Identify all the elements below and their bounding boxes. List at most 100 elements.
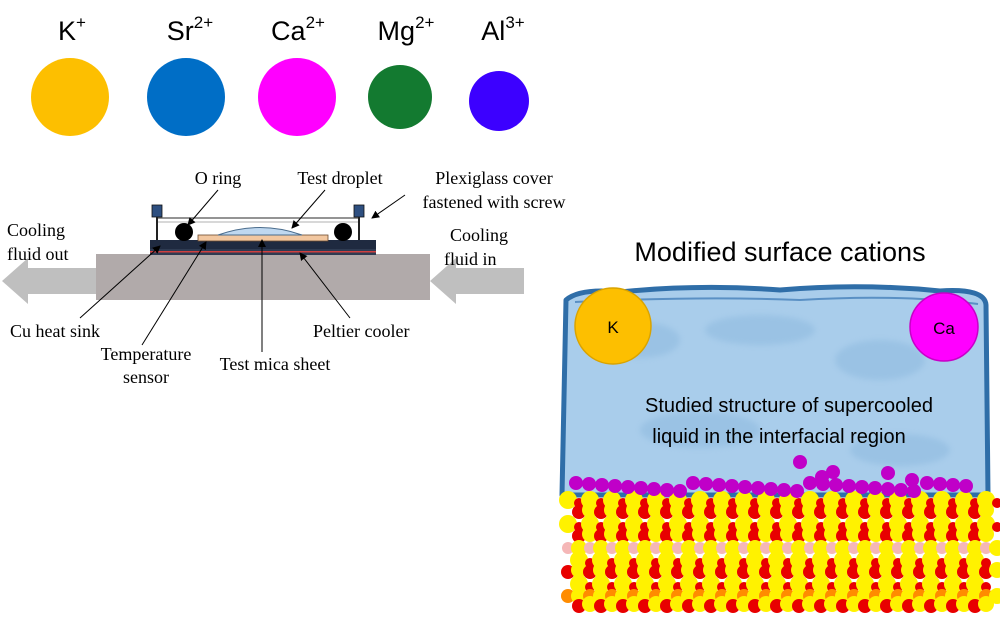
cooling-block [96,254,430,300]
lattice-atom-si [802,526,818,542]
surface-ion [712,478,726,492]
surface-ion [764,482,778,496]
svg-text:Ca2+: Ca2+ [271,13,325,46]
lattice-atom-si [582,526,598,542]
lattice-atom-h [870,542,882,554]
o-ring-right [334,223,352,241]
surface-ion [881,466,895,480]
label-test-mica: Test mica sheet [220,354,331,374]
lattice-atom-si [703,562,719,578]
surface-ion [738,480,752,494]
lattice-atom-si [559,515,577,533]
lattice-atom-si [692,596,708,612]
lattice-atom-si [890,596,906,612]
lattice-atom-si [978,502,994,518]
lattice-atom-si [934,596,950,612]
surface-ion [803,476,817,490]
surface-ion [660,483,674,497]
lattice-atom-si [857,588,873,604]
label-o-ring: O ring [195,168,242,188]
surface-ion [842,479,856,493]
surface-ion [855,480,869,494]
lattice-atom-si [989,540,1000,556]
left-screw [151,204,163,240]
lattice-atom-si [912,526,928,542]
surface-ion [634,481,648,495]
surface-ion [793,455,807,469]
lattice-atom-h [738,542,750,554]
lattice-atom-h [892,542,904,554]
lattice-atom-h [936,542,948,554]
lattice-atom-si [989,562,1000,578]
surface-ion [829,478,843,492]
legend-item-ca: Ca2+ [258,13,336,136]
lattice-atom-si [714,526,730,542]
lattice-atom-si [879,588,895,604]
lattice-atom-si [571,588,587,604]
cooling-in-arrow [430,258,524,304]
legend-symbol-sr: Sr [167,16,194,46]
lattice-atom-si [978,596,994,612]
lattice-atom-si [934,526,950,542]
lattice-atom-si [703,588,719,604]
lattice-atom-si [923,562,939,578]
lattice-atom-si [944,575,962,593]
lattice-atom-h [826,542,838,554]
lattice-atom-si [736,526,752,542]
lattice-atom-si [593,562,609,578]
label-cooling-in-line1: Cooling [450,225,508,245]
surface-ion [907,484,921,498]
lattice-atom-si [967,588,983,604]
svg-text:Mg2+: Mg2+ [378,13,435,46]
svg-text:K+: K+ [58,13,86,46]
surface-ion [647,482,661,496]
lattice-atom-si [890,526,906,542]
lattice-atom-si [736,596,752,612]
lattice-atom-si [813,588,829,604]
lattice-atom-si [834,575,852,593]
lattice-atom-si [659,562,675,578]
legend-item-sr: Sr2+ [147,13,225,136]
lattice-atom-si [692,502,708,518]
lattice-atom-h [694,542,706,554]
lattice-atom-si [615,588,631,604]
lattice-atom-si [791,562,807,578]
simulation-title: Modified surface cations [634,237,925,267]
lattice-atom-si [592,575,610,593]
peltier-stripe [150,251,376,253]
lattice-atom-si [758,502,774,518]
cooling-out-arrow [2,258,96,304]
lattice-atom-si [626,502,642,518]
legend-circle-mg [368,65,432,129]
lattice-atom-h [650,542,662,554]
surface-ion [881,482,895,496]
surface-ion [751,481,765,495]
lattice-atom-si [648,526,664,542]
lattice-atom-si [604,502,620,518]
surface-ion [790,484,804,498]
leader-lines [79,189,406,352]
surface-ion [595,478,609,492]
lattice-atom-si [680,575,698,593]
lattice-atom-si [966,575,984,593]
surface-ion [946,478,960,492]
lattice-atom-si [813,562,829,578]
label-cu-heat-sink: Cu heat sink [10,321,100,341]
lattice-atom-si [824,596,840,612]
label-cooling-in-line2: fluid in [444,249,497,269]
lattice-atom-si [901,562,917,578]
lattice-atom-si [812,575,830,593]
surface-ion [582,477,596,491]
lattice-atom-si [791,588,807,604]
lattice-atom-si [670,526,686,542]
legend-charge-k: + [76,13,86,32]
legend-circle-al [469,71,529,131]
lattice-atom-si [769,588,785,604]
lattice-atom-si [681,588,697,604]
lattice-atom-si [802,502,818,518]
lattice-atom-si [559,491,577,509]
cation-k-label: K [607,318,619,337]
lattice-atom-si [824,526,840,542]
lattice-atom-si [670,596,686,612]
